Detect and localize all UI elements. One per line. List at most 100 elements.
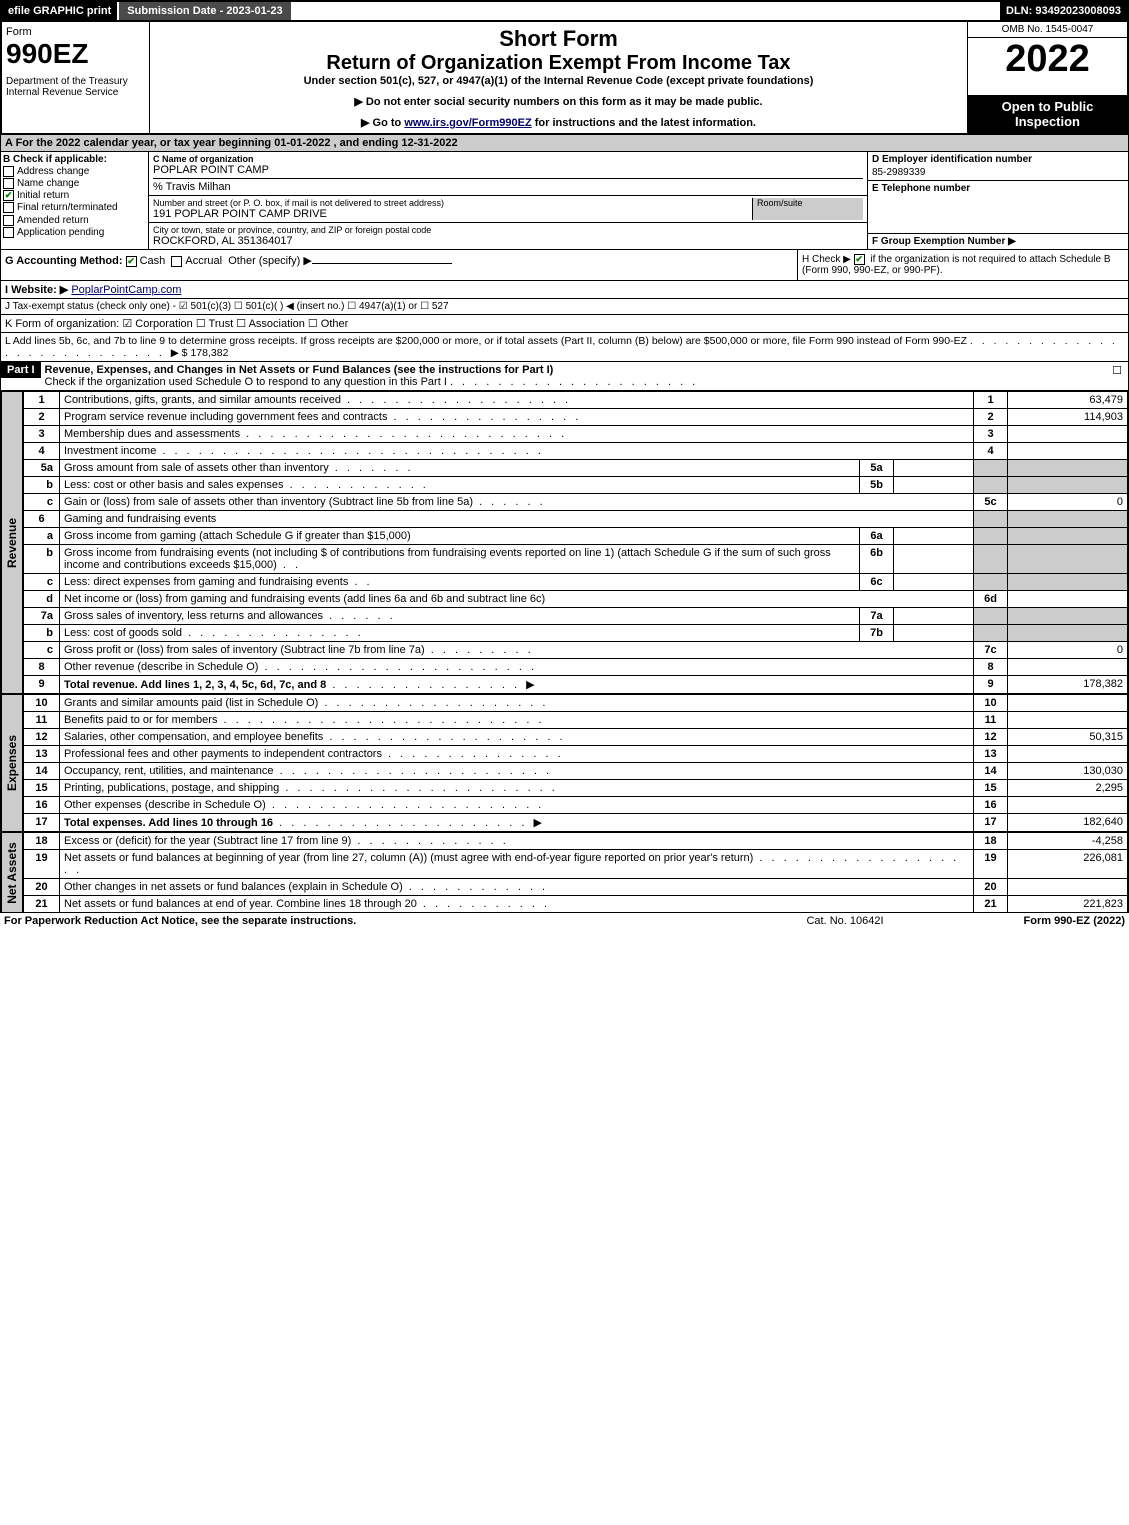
line-3: 3Membership dues and assessments . . . .…	[24, 426, 1128, 443]
line-9: 9Total revenue. Add lines 1, 2, 3, 4, 5c…	[24, 676, 1128, 694]
g-other-line[interactable]	[312, 263, 452, 264]
section-i-website: I Website: ▶ PoplarPointCamp.com	[0, 281, 1129, 299]
omb-number: OMB No. 1545-0047	[968, 22, 1127, 38]
section-l-receipts: L Add lines 5b, 6c, and 7b to line 9 to …	[0, 333, 1129, 362]
line-6a: aGross income from gaming (attach Schedu…	[24, 528, 1128, 545]
line-18: 18Excess or (deficit) for the year (Subt…	[24, 833, 1128, 850]
city-value: ROCKFORD, AL 351364017	[153, 235, 863, 247]
g-cash: Cash	[140, 255, 166, 267]
line-5b: bLess: cost or other basis and sales exp…	[24, 477, 1128, 494]
l-text: L Add lines 5b, 6c, and 7b to line 9 to …	[5, 335, 967, 347]
parti-dots: . . . . . . . . . . . . . . . . . . . . …	[450, 376, 698, 388]
suite-cell: Room/suite	[753, 198, 863, 220]
expenses-side-label: Expenses	[1, 694, 23, 832]
page-footer: For Paperwork Reduction Act Notice, see …	[0, 913, 1129, 929]
tax-year: 2022	[968, 38, 1127, 95]
footer-left: For Paperwork Reduction Act Notice, see …	[4, 915, 745, 927]
netassets-side-label: Net Assets	[1, 832, 23, 913]
short-form-title: Short Form	[154, 26, 963, 52]
part-i-desc: Revenue, Expenses, and Changes in Net As…	[41, 362, 1098, 390]
part-i-title: Revenue, Expenses, and Changes in Net As…	[45, 364, 554, 376]
h-pre: H Check ▶	[802, 254, 854, 265]
form-header: Form 990EZ Department of the Treasury In…	[0, 22, 1129, 135]
chk-address-change[interactable]: Address change	[3, 166, 146, 177]
section-def: D Employer identification number 85-2989…	[868, 152, 1128, 249]
part-i-label: Part I	[1, 362, 41, 378]
chk-accrual[interactable]	[171, 256, 182, 267]
line-5c: cGain or (loss) from sale of assets othe…	[24, 494, 1128, 511]
line-5a: 5aGross amount from sale of assets other…	[24, 460, 1128, 477]
header-center: Short Form Return of Organization Exempt…	[150, 22, 967, 133]
city-row: City or town, state or province, country…	[149, 223, 867, 249]
l-arrow: ▶ $	[171, 347, 188, 359]
line-8: 8Other revenue (describe in Schedule O) …	[24, 659, 1128, 676]
revenue-side-label: Revenue	[1, 391, 23, 694]
header-right: OMB No. 1545-0047 2022 Open to Public In…	[967, 22, 1127, 133]
subtitle-ssn: ▶ Do not enter social security numbers o…	[154, 95, 963, 108]
subtitle-section: Under section 501(c), 527, or 4947(a)(1)…	[154, 75, 963, 87]
line-2: 2Program service revenue including gover…	[24, 409, 1128, 426]
top-bar: efile GRAPHIC print Submission Date - 20…	[0, 0, 1129, 22]
i-label: I Website: ▶	[5, 284, 68, 296]
line-13: 13Professional fees and other payments t…	[24, 746, 1128, 763]
section-h-scheduleb: H Check ▶ ✔ if the organization is not r…	[798, 250, 1128, 280]
part-i-row: Part I Revenue, Expenses, and Changes in…	[0, 362, 1129, 391]
chk-application-pending[interactable]: Application pending	[3, 227, 146, 238]
header-left: Form 990EZ Department of the Treasury In…	[2, 22, 150, 133]
d-value: 85-2989339	[872, 167, 1124, 178]
line-10: 10Grants and similar amounts paid (list …	[24, 695, 1128, 712]
topbar-spacer	[291, 2, 1000, 20]
chk-name-change[interactable]: Name change	[3, 178, 146, 189]
section-f-group: F Group Exemption Number ▶	[868, 234, 1128, 249]
street-cell: Number and street (or P. O. box, if mail…	[153, 198, 753, 220]
b-header: B Check if applicable:	[3, 154, 146, 165]
f-label: F Group Exemption Number ▶	[872, 236, 1016, 247]
section-j-status: J Tax-exempt status (check only one) - ☑…	[0, 299, 1129, 315]
dln-label: DLN: 93492023008093	[1000, 2, 1127, 20]
line-15: 15Printing, publications, postage, and s…	[24, 780, 1128, 797]
chk-initial-return[interactable]: ✔Initial return	[3, 190, 146, 201]
netassets-table: 18Excess or (deficit) for the year (Subt…	[23, 832, 1128, 913]
line-1: 1Contributions, gifts, grants, and simil…	[24, 392, 1128, 409]
section-g-accounting: G Accounting Method: ✔Cash Accrual Other…	[1, 250, 798, 280]
line-7a: 7aGross sales of inventory, less returns…	[24, 608, 1128, 625]
irs-link[interactable]: www.irs.gov/Form990EZ	[404, 117, 531, 129]
submission-date: Submission Date - 2023-01-23	[117, 2, 290, 20]
chk-final-return[interactable]: Final return/terminated	[3, 202, 146, 213]
section-d-ein: D Employer identification number 85-2989…	[868, 152, 1128, 181]
org-name-row: C Name of organization POPLAR POINT CAMP…	[149, 152, 867, 196]
netassets-wrap: Net Assets 18Excess or (deficit) for the…	[0, 832, 1129, 913]
expenses-table: 10Grants and similar amounts paid (list …	[23, 694, 1128, 832]
chk-cash[interactable]: ✔	[126, 256, 137, 267]
g-accrual: Accrual	[185, 255, 222, 267]
street-label: Number and street (or P. O. box, if mail…	[153, 198, 752, 208]
line-20: 20Other changes in net assets or fund ba…	[24, 879, 1128, 896]
section-e-phone: E Telephone number	[868, 181, 1128, 234]
line-6c: cLess: direct expenses from gaming and f…	[24, 574, 1128, 591]
row-gh: G Accounting Method: ✔Cash Accrual Other…	[0, 250, 1129, 281]
g-label: G Accounting Method:	[5, 255, 123, 267]
line-11: 11Benefits paid to or for members . . . …	[24, 712, 1128, 729]
department-label: Department of the Treasury Internal Reve…	[6, 76, 145, 98]
line-7b: bLess: cost of goods sold . . . . . . . …	[24, 625, 1128, 642]
g-other: Other (specify) ▶	[228, 255, 312, 267]
part-i-checkbox[interactable]: ☐	[1098, 362, 1128, 379]
expenses-wrap: Expenses 10Grants and similar amounts pa…	[0, 694, 1129, 832]
form-label: Form	[6, 26, 145, 38]
line-6d: dNet income or (loss) from gaming and fu…	[24, 591, 1128, 608]
section-b-checkboxes: B Check if applicable: Address change Na…	[1, 152, 149, 249]
footer-right: Form 990-EZ (2022)	[945, 915, 1125, 927]
org-name: POPLAR POINT CAMP	[153, 164, 863, 176]
line-12: 12Salaries, other compensation, and empl…	[24, 729, 1128, 746]
form-number: 990EZ	[6, 38, 145, 70]
chk-h[interactable]: ✔	[854, 254, 865, 265]
chk-amended-return[interactable]: Amended return	[3, 215, 146, 226]
city-label: City or town, state or province, country…	[153, 225, 863, 235]
l-value: 178,382	[190, 347, 228, 359]
street-value: 191 POPLAR POINT CAMP DRIVE	[153, 208, 752, 220]
efile-label[interactable]: efile GRAPHIC print	[2, 2, 117, 20]
care-of: % Travis Milhan	[153, 178, 863, 193]
website-link[interactable]: PoplarPointCamp.com	[71, 284, 181, 296]
e-label: E Telephone number	[872, 183, 1124, 194]
revenue-table: 1Contributions, gifts, grants, and simil…	[23, 391, 1128, 694]
